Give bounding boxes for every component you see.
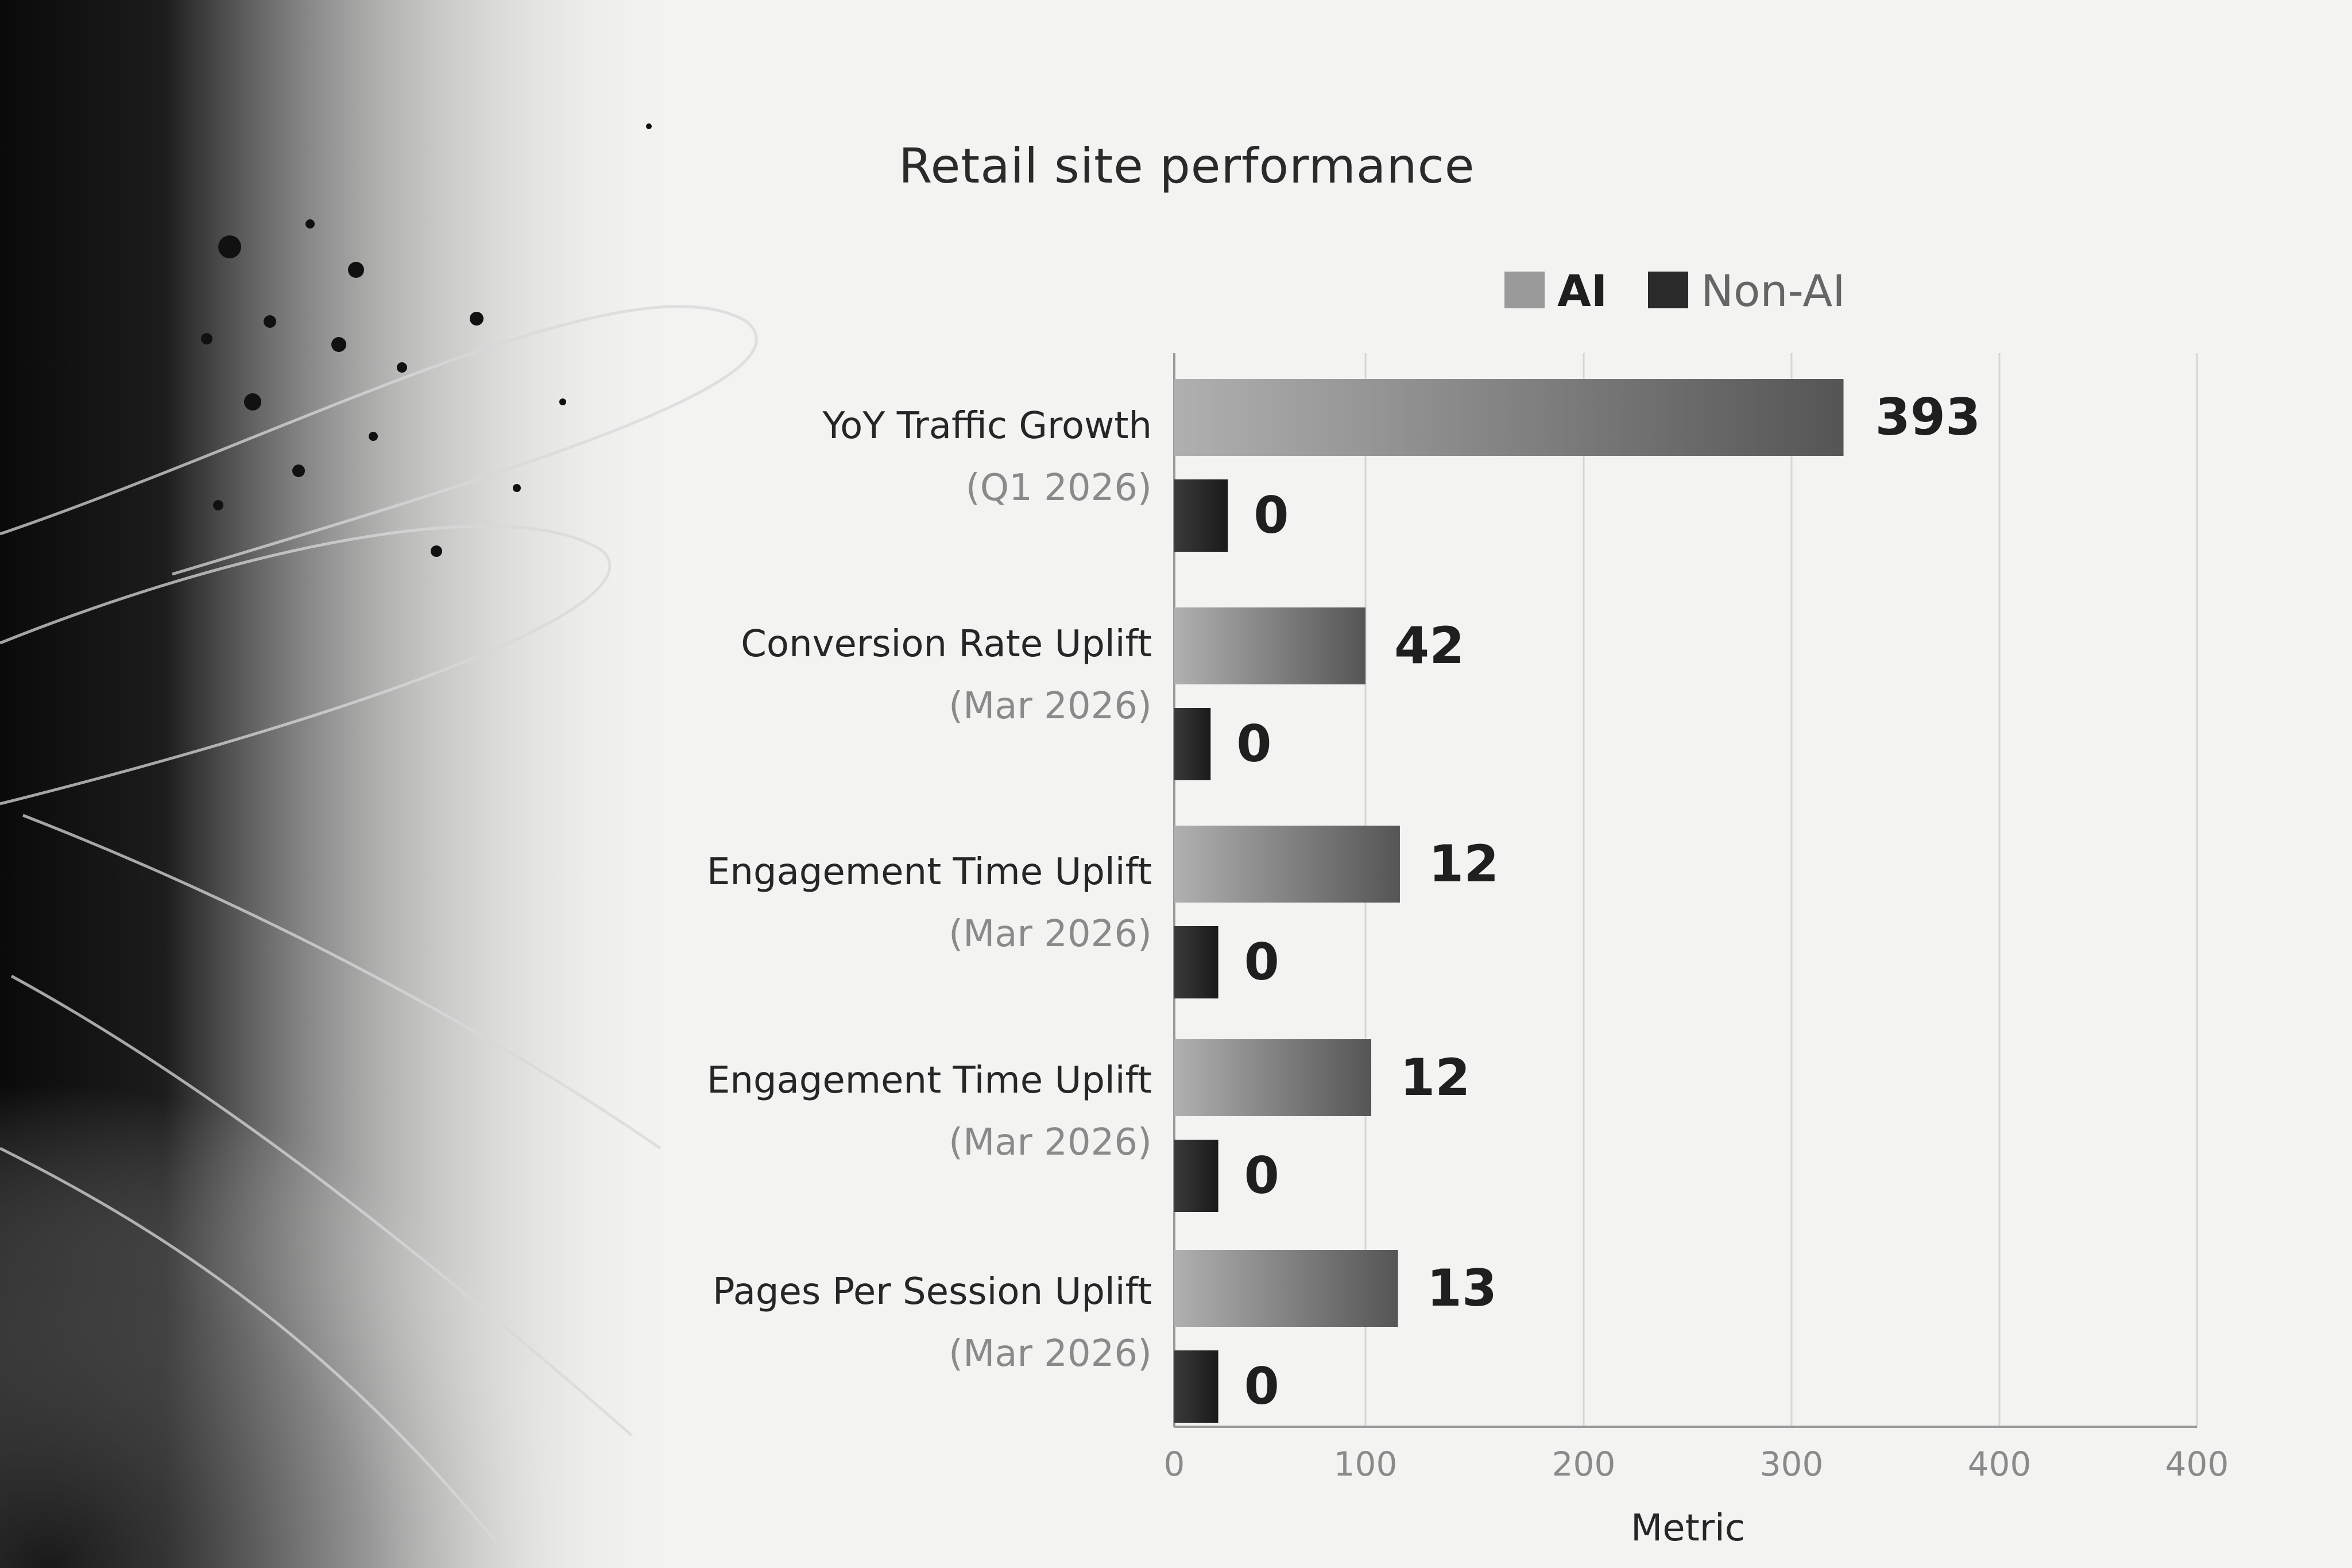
category-period: (Mar 2026) (949, 685, 1152, 727)
legend-swatch-ai (1504, 272, 1545, 308)
category-period: (Mar 2026) (949, 1333, 1152, 1375)
data-label-non-ai: 0 (1244, 1146, 1279, 1205)
category-name: YoY Traffic Growth (822, 405, 1152, 447)
x-tick-label: 400 (2165, 1445, 2229, 1484)
category-label: Conversion Rate Uplift (Mar 2026) (578, 613, 1152, 737)
x-tick-label: 100 (1334, 1445, 1398, 1484)
bar-ai (1174, 1039, 1371, 1116)
bar-non-ai (1174, 1140, 1218, 1212)
x-tick-label: 400 (1968, 1445, 2032, 1484)
data-label-ai: 393 (1875, 388, 1981, 447)
x-tick-label: 0 (1164, 1445, 1185, 1484)
data-label-non-ai: 0 (1244, 1357, 1279, 1416)
bar-non-ai (1174, 708, 1211, 780)
data-label-non-ai: 0 (1244, 932, 1279, 992)
bar-ai (1174, 826, 1400, 903)
data-label-ai: 12 (1429, 834, 1499, 893)
x-tick-label: 300 (1760, 1445, 1824, 1484)
bar-ai (1174, 607, 1365, 684)
category-period: (Mar 2026) (949, 1121, 1152, 1164)
category-label: Pages Per Session Uplift (Mar 2026) (578, 1261, 1152, 1385)
category-label: Engagement Time Uplift (Mar 2026) (578, 841, 1152, 965)
category-label: YoY Traffic Growth (Q1 2026) (578, 395, 1152, 519)
data-label-non-ai: 0 (1236, 714, 1271, 773)
category-name: Engagement Time Uplift (706, 1059, 1152, 1102)
data-label-ai: 12 (1400, 1048, 1470, 1107)
bar-non-ai (1174, 479, 1228, 552)
bar-non-ai (1174, 926, 1218, 998)
legend-label-ai: AI (1557, 265, 1608, 316)
x-tick-label: 200 (1552, 1445, 1616, 1484)
data-label-non-ai: 0 (1254, 486, 1289, 545)
bar-non-ai (1174, 1350, 1218, 1423)
legend-label-non-ai: Non-AI (1701, 265, 1846, 316)
bar-ai (1174, 379, 1844, 456)
chart-title: Retail site performance (899, 138, 1475, 194)
category-name: Conversion Rate Uplift (741, 623, 1152, 665)
category-name: Pages Per Session Uplift (712, 1271, 1152, 1313)
data-label-ai: 42 (1394, 616, 1464, 675)
data-label-ai: 13 (1427, 1259, 1497, 1318)
category-label: Engagement Time Uplift (Mar 2026) (578, 1050, 1152, 1174)
legend-swatch-non-ai (1648, 272, 1688, 308)
bar-ai (1174, 1250, 1398, 1327)
x-axis-title: Metric (1631, 1507, 1745, 1550)
category-period: (Q1 2026) (965, 467, 1152, 509)
category-period: (Mar 2026) (949, 913, 1152, 955)
category-name: Engagement Time Uplift (706, 851, 1152, 893)
